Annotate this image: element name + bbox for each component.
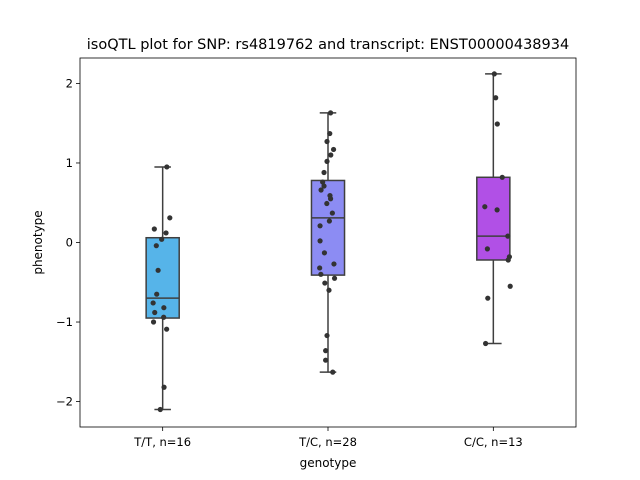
- data-point: [151, 226, 157, 232]
- x-tick-label: C/C, n=13: [464, 435, 523, 449]
- data-point: [329, 210, 335, 216]
- data-point: [164, 164, 170, 170]
- y-tick-label: −2: [56, 395, 73, 409]
- data-point: [482, 204, 488, 210]
- data-point: [317, 265, 323, 271]
- data-point: [331, 275, 338, 281]
- data-point: [317, 223, 323, 229]
- data-point: [317, 238, 323, 244]
- data-point: [324, 200, 330, 207]
- data-point: [321, 169, 327, 176]
- data-point: [164, 326, 170, 332]
- data-point: [485, 295, 491, 301]
- chart-title: isoQTL plot for SNP: rs4819762 and trans…: [87, 37, 569, 53]
- data-point: [324, 138, 330, 145]
- data-point: [505, 233, 511, 239]
- data-point: [330, 146, 337, 153]
- x-tick-label: T/C, n=28: [298, 435, 357, 449]
- data-point: [318, 271, 324, 277]
- data-point: [320, 179, 326, 185]
- plot-area: −2 −1 0 1 2 T/T, n=16 T/C, n=28 C/C, n=13: [56, 71, 523, 449]
- data-point: [163, 230, 169, 236]
- data-point: [167, 215, 173, 221]
- data-point: [154, 291, 160, 297]
- data-point: [155, 267, 161, 273]
- data-point: [491, 71, 497, 77]
- box: [476, 176, 511, 261]
- data-point: [157, 406, 163, 413]
- data-point: [331, 261, 337, 267]
- data-point: [150, 319, 157, 325]
- data-point: [494, 121, 500, 127]
- data-point: [323, 357, 329, 363]
- data-point: [327, 110, 334, 116]
- data-point: [324, 158, 330, 164]
- plot-frame: [79, 57, 577, 428]
- y-tick-label: 1: [66, 156, 73, 170]
- data-point: [150, 300, 156, 306]
- x-tick-label: T/T, n=16: [133, 435, 191, 449]
- data-point: [153, 243, 159, 249]
- data-point: [327, 130, 333, 137]
- data-point: [499, 174, 505, 180]
- data-point: [328, 152, 334, 158]
- data-point: [482, 340, 489, 347]
- data-point: [321, 183, 327, 189]
- data-point: [326, 287, 332, 293]
- y-tick-label: 2: [66, 76, 73, 90]
- data-point: [324, 332, 330, 339]
- data-point: [330, 369, 336, 375]
- data-point: [505, 257, 511, 263]
- y-tick-label: 0: [66, 236, 73, 250]
- data-point: [326, 218, 332, 224]
- y-tick-label: −1: [56, 315, 73, 329]
- data-point: [161, 384, 167, 390]
- data-point: [161, 305, 167, 311]
- data-point: [507, 283, 513, 289]
- y-axis-label: phenotype: [31, 210, 45, 274]
- data-point: [484, 246, 490, 252]
- x-axis-label: genotype: [300, 456, 357, 470]
- data-point: [152, 309, 158, 316]
- data-point: [322, 280, 328, 286]
- data-point: [161, 314, 167, 320]
- data-point: [321, 250, 328, 256]
- data-point: [323, 348, 329, 354]
- data-point: [327, 196, 334, 202]
- data-point: [159, 236, 165, 242]
- data-point: [493, 95, 499, 101]
- data-point: [494, 207, 500, 213]
- data-point: [318, 187, 324, 193]
